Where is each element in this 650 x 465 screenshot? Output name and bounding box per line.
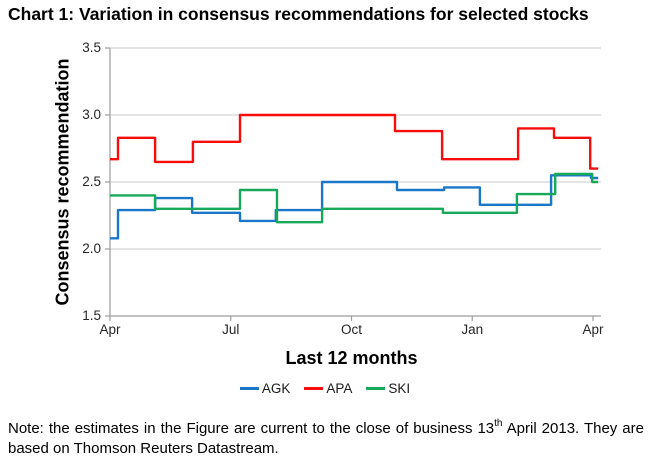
series-line-AGK [110, 174, 599, 240]
x-tick-label: Jul [222, 322, 240, 337]
x-tick-label: Apr [582, 322, 604, 337]
x-tick-label: Jan [461, 322, 484, 337]
legend-swatch-SKI [366, 387, 386, 390]
x-tick-label: Oct [340, 322, 362, 337]
y-tick-label: 3.5 [82, 40, 101, 55]
note-part2: April 2013. They are based on Thomson Re… [8, 420, 644, 458]
y-tick-label: 2.5 [82, 174, 101, 189]
x-axis-title: Last 12 months [285, 348, 418, 368]
x-tick-label: Apr [99, 322, 121, 337]
legend-swatch-AGK [239, 387, 259, 390]
series-line-SKI [110, 172, 599, 224]
series-line-APA [110, 113, 599, 170]
y-tick-label: 1.5 [82, 308, 101, 323]
legend-label-AGK: AGK [261, 381, 291, 396]
legend: AGK APA SKI [0, 381, 650, 396]
legend-swatch-APA [304, 387, 324, 390]
legend-item-AGK: AGK [239, 381, 291, 396]
note-superscript: th [494, 418, 503, 429]
note-text: Note: the estimates in the Figure are cu… [8, 419, 644, 460]
y-axis-title: Consensus recommendation [52, 58, 73, 306]
y-tick-label: 3.0 [82, 107, 101, 122]
y-tick-label: 2.0 [82, 241, 101, 256]
note-part1: Note: the estimates in the Figure are cu… [8, 420, 495, 437]
chart-title: Chart 1: Variation in consensus recommen… [8, 4, 589, 24]
legend-label-APA: APA [326, 381, 353, 396]
legend-label-SKI: SKI [388, 381, 411, 396]
legend-item-APA: APA [304, 381, 352, 396]
legend-item-SKI: SKI [366, 381, 410, 396]
